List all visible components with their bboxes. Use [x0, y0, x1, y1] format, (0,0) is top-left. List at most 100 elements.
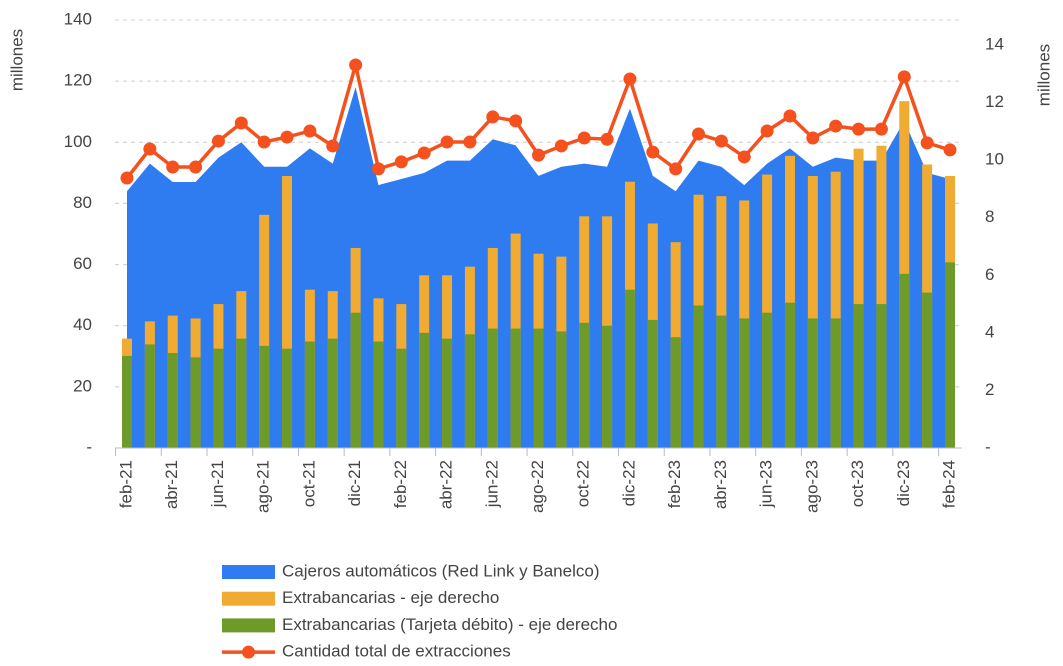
- y-tick-label: 120: [64, 71, 92, 90]
- bar: [579, 322, 590, 448]
- line-point: [257, 135, 271, 149]
- bar: [922, 292, 933, 448]
- line-point: [463, 135, 477, 149]
- line-point: [852, 122, 866, 136]
- x-tick-label: ago-23: [802, 460, 821, 513]
- bar: [739, 318, 750, 448]
- line-point: [371, 162, 385, 176]
- line-point: [920, 136, 934, 150]
- line-point: [417, 146, 431, 160]
- bar: [510, 328, 521, 448]
- line-point: [623, 72, 637, 86]
- legend-label: Cajeros automáticos (Red Link y Banelco): [282, 561, 599, 580]
- y2-tick-label: 8: [985, 207, 994, 226]
- bar: [647, 319, 658, 448]
- line-point: [737, 150, 751, 164]
- bar: [830, 171, 841, 448]
- y2-tick-label: 12: [985, 92, 1004, 111]
- x-tick-label: oct-22: [574, 460, 593, 507]
- bar: [373, 341, 384, 448]
- bar: [556, 331, 567, 448]
- legend-swatch: [222, 618, 275, 633]
- y-tick-label: 20: [73, 376, 92, 395]
- bar: [853, 304, 864, 448]
- legend-label: Cantidad total de extracciones: [282, 642, 511, 661]
- x-tick-label: oct-23: [848, 460, 867, 507]
- x-tick-label: jun-21: [208, 460, 227, 508]
- x-tick-label: feb-23: [665, 460, 684, 508]
- bar: [464, 334, 475, 448]
- bar: [259, 214, 270, 448]
- y2-axis-label: millones: [1034, 44, 1053, 106]
- bar: [807, 318, 818, 448]
- bar: [693, 305, 704, 448]
- legend-swatch: [222, 591, 275, 606]
- line-point: [532, 148, 545, 162]
- bar: [327, 338, 338, 448]
- line-point: [829, 119, 843, 133]
- x-tick-label: ago-21: [254, 460, 273, 513]
- bar: [419, 332, 430, 448]
- bar: [396, 348, 407, 448]
- bar: [784, 155, 795, 448]
- legend-label: Extrabancarias - eje derecho: [282, 588, 499, 607]
- bar: [602, 325, 613, 448]
- x-tick-label: feb-22: [391, 460, 410, 508]
- y2-tick-label: 10: [985, 150, 1004, 169]
- x-tick-label: feb-21: [116, 460, 135, 508]
- bar: [784, 302, 795, 448]
- line-point: [646, 145, 660, 159]
- y2-tick-label: 2: [985, 380, 994, 399]
- y2-tick-label: 6: [985, 265, 994, 284]
- x-tick-label: jun-23: [757, 460, 776, 508]
- line-point: [211, 134, 225, 148]
- x-tick-label: oct-21: [299, 460, 318, 507]
- y-tick-label: 80: [73, 193, 92, 212]
- line-point: [554, 139, 568, 153]
- bar: [122, 355, 132, 448]
- line-point: [692, 127, 706, 141]
- line-point: [806, 131, 820, 145]
- bar: [236, 338, 247, 448]
- line-point: [760, 124, 774, 138]
- line-point: [349, 58, 363, 72]
- line-point: [509, 114, 523, 128]
- bar: [762, 174, 773, 449]
- bar: [144, 344, 155, 448]
- bar: [762, 312, 773, 448]
- x-tick-label: dic-21: [345, 460, 364, 506]
- bar: [167, 353, 178, 448]
- legend-swatch: [242, 645, 255, 659]
- bar: [876, 145, 887, 448]
- bar: [945, 262, 955, 448]
- x-tick-label: dic-23: [894, 460, 913, 506]
- bar: [807, 176, 818, 448]
- bar: [213, 348, 224, 448]
- y-tick-label: -: [86, 437, 92, 456]
- y-tick-label: 60: [73, 254, 92, 273]
- line-point: [143, 142, 157, 156]
- y-axis-label: millones: [7, 29, 26, 91]
- x-tick-label: ago-22: [528, 460, 547, 513]
- bar: [442, 338, 453, 448]
- bar: [533, 328, 544, 448]
- x-tick-label: feb-24: [939, 460, 958, 508]
- bar: [670, 337, 681, 448]
- line-point: [714, 134, 728, 148]
- bar: [190, 357, 201, 448]
- line-point: [874, 122, 888, 136]
- line-point: [486, 110, 500, 124]
- bar: [487, 328, 498, 448]
- line-point: [326, 139, 340, 153]
- y2-tick-label: 4: [985, 322, 994, 341]
- bar: [282, 348, 293, 448]
- line-point: [783, 109, 797, 123]
- line-point: [303, 124, 317, 138]
- bar: [830, 318, 841, 448]
- bar: [716, 315, 727, 448]
- bar: [853, 148, 864, 448]
- y-tick-label: 140: [64, 9, 92, 28]
- legend-label: Extrabancarias (Tarjeta débito) - eje de…: [282, 615, 617, 634]
- line-point: [440, 135, 454, 149]
- bar: [876, 304, 887, 448]
